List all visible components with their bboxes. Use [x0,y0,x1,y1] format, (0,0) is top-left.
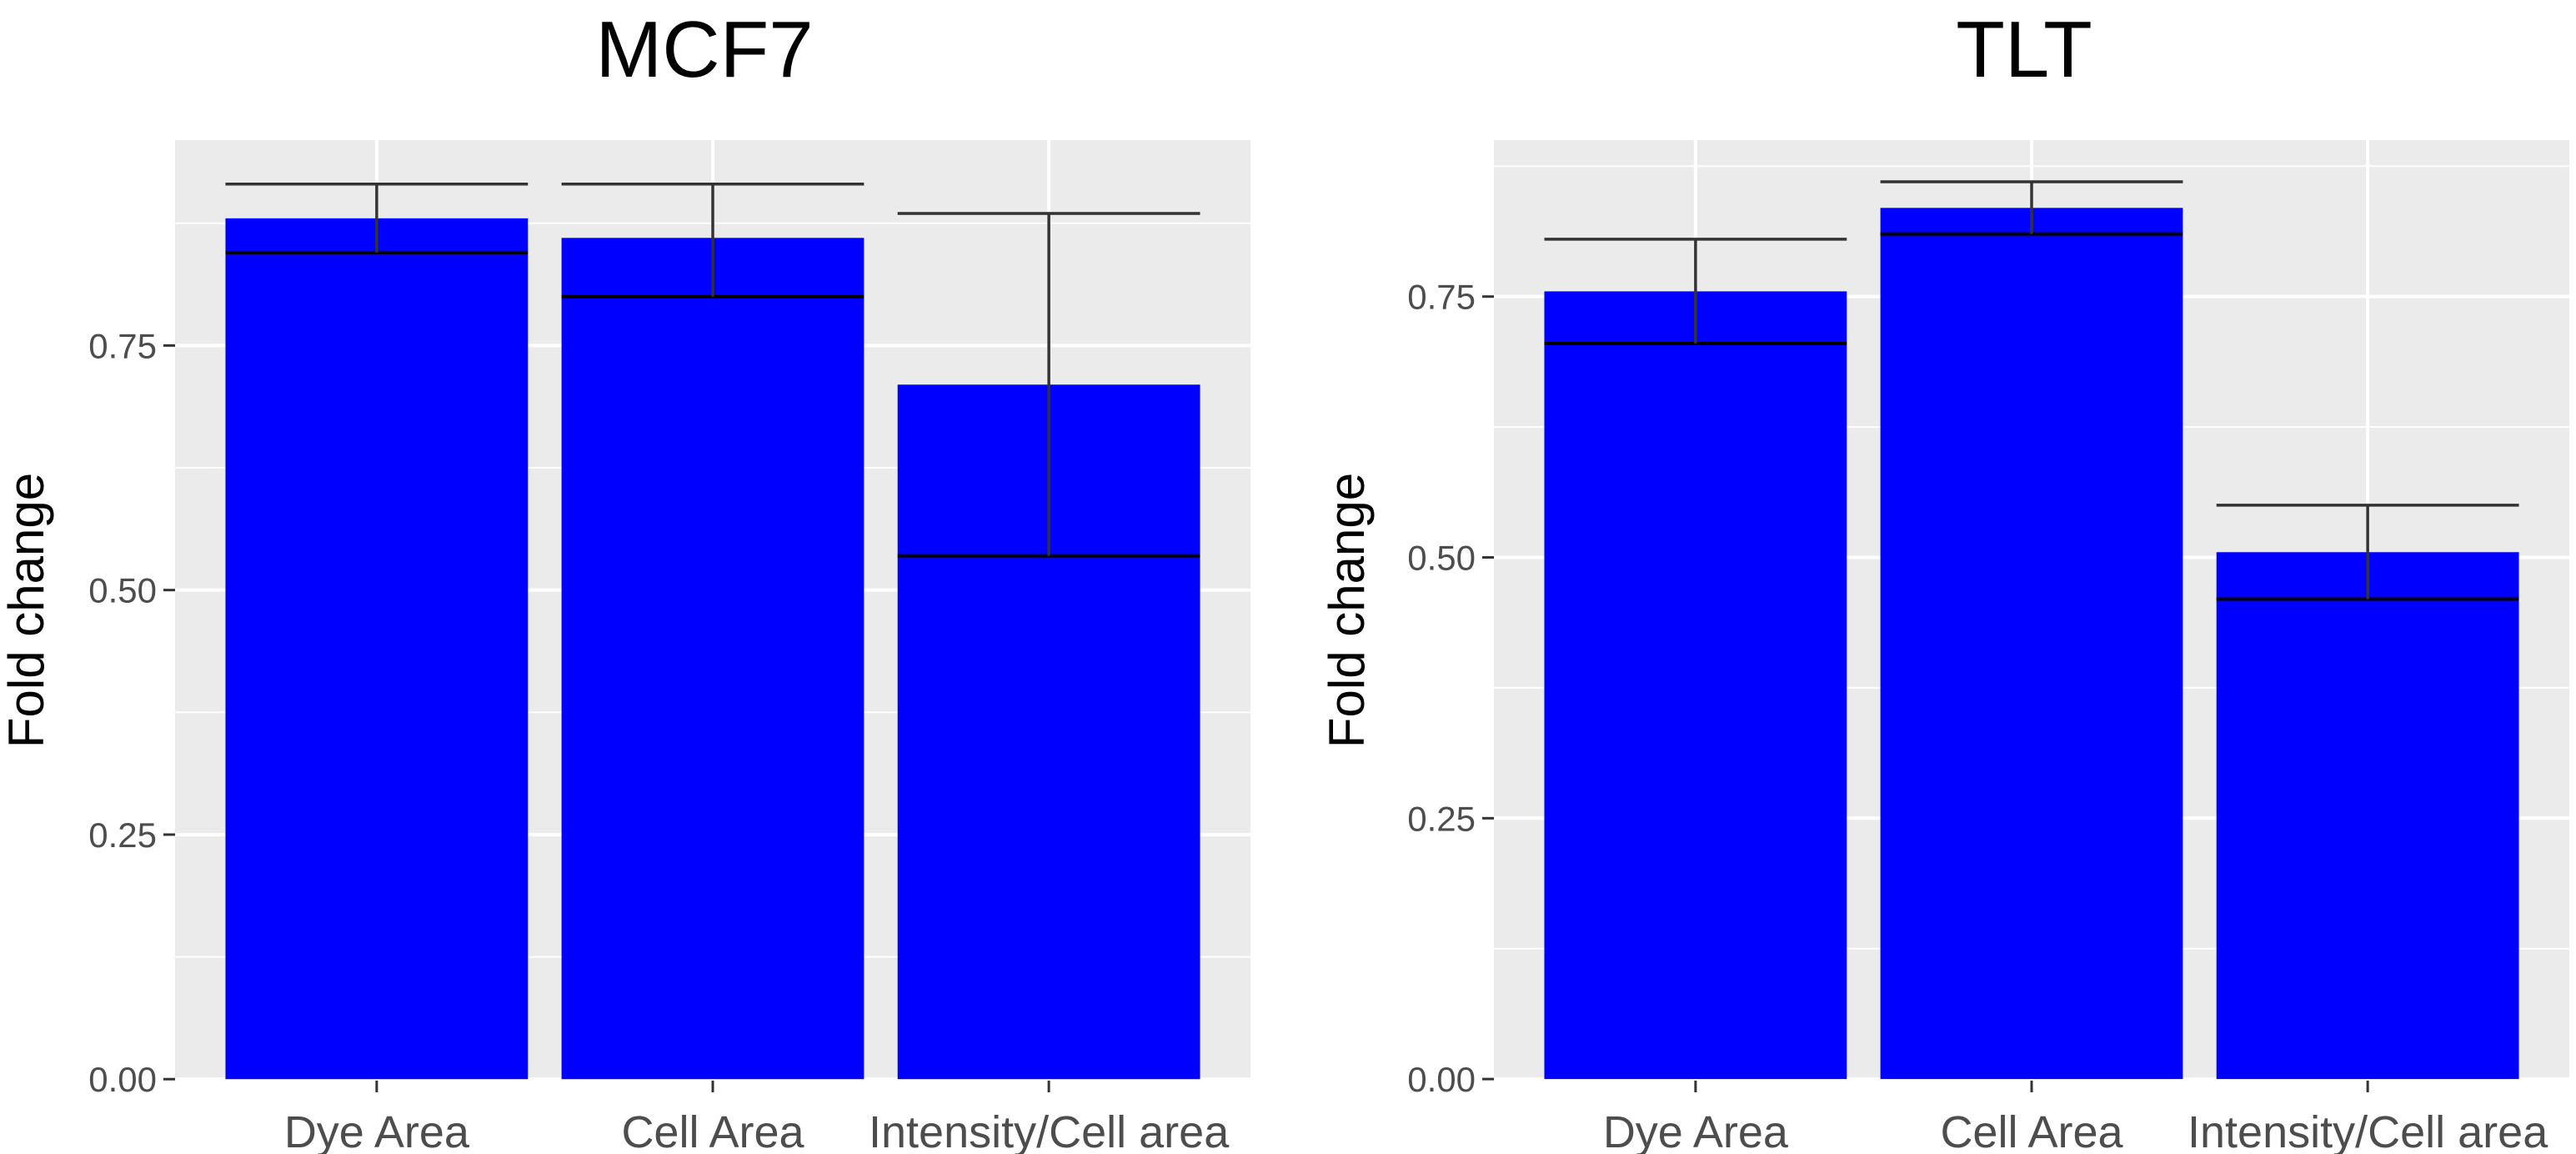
y-tick-label: 0.25 [1407,799,1476,838]
chart-mcf7: 0.00 0.25 0.50 0.75 Dye Area Cell Area Intens… [0,5,1250,1154]
x-tick-label: Dye Area [284,1107,470,1154]
chart-tlt: 0.00 0.25 0.50 0.75 Dye Area Cell Area Intens… [1319,5,2569,1154]
x-tick-label: Intensity/Cell area [2188,1107,2548,1154]
y-tick-label: 0.00 [1407,1060,1476,1099]
bars [225,218,1200,1080]
x-axis-ticks: Dye Area Cell Area Intensity/Cell area [284,1081,1230,1154]
y-tick-label: 0.00 [88,1060,157,1099]
bar [225,218,529,1080]
bar [1544,291,1847,1080]
chart-title: MCF7 [595,5,813,94]
x-tick-label: Intensity/Cell area [869,1107,1230,1154]
y-tick-label: 0.25 [88,815,157,855]
bars [1544,208,2519,1080]
y-tick-label: 0.50 [1407,538,1476,577]
bar [2216,552,2519,1080]
x-tick-label: Cell Area [621,1107,804,1154]
y-tick-label: 0.75 [1407,278,1476,317]
y-axis-label: Fold change [0,473,54,748]
error-bars [225,183,1200,558]
y-tick-label: 0.50 [88,571,157,610]
y-axis-ticks: 0.00 0.25 0.50 0.75 [1407,278,1494,1099]
chart-title: TLT [1956,5,2092,94]
x-axis-ticks: Dye Area Cell Area Intensity/Cell area [1603,1081,2548,1154]
y-axis-label: Fold change [1319,473,1375,748]
bar [561,238,865,1080]
y-tick-label: 0.75 [88,326,157,365]
x-tick-label: Cell Area [1940,1107,2123,1154]
y-axis-ticks: 0.00 0.25 0.50 0.75 [88,326,175,1099]
error-bars [1544,180,2519,601]
x-tick-label: Dye Area [1603,1107,1789,1154]
bar [1880,208,2183,1080]
